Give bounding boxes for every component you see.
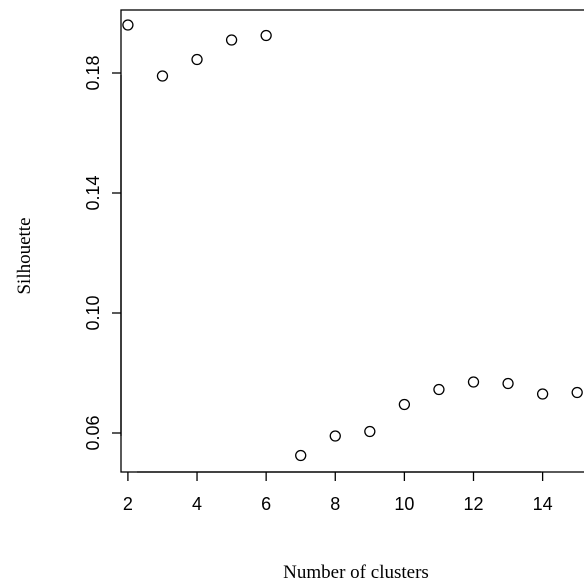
x-tick-label: 2 <box>123 494 133 514</box>
y-tick-label: 0.18 <box>83 55 103 90</box>
data-point <box>225 34 238 46</box>
data-point <box>191 53 203 66</box>
y-tick-label: 0.06 <box>83 415 103 450</box>
x-axis-title: Number of clusters <box>283 562 429 583</box>
data-point <box>502 377 514 390</box>
data-point <box>571 386 583 399</box>
data-points <box>122 19 583 462</box>
data-point <box>398 398 411 411</box>
data-point <box>467 376 480 388</box>
y-tick-label: 0.10 <box>83 295 103 330</box>
x-tick-label: 4 <box>192 494 202 514</box>
x-tick-label: 14 <box>533 494 553 514</box>
data-point <box>433 383 445 396</box>
x-tick-label: 12 <box>463 494 483 514</box>
x-tick-label: 6 <box>261 494 271 514</box>
y-tick-label: 0.14 <box>83 175 103 210</box>
data-point <box>156 70 169 82</box>
data-point <box>536 388 549 400</box>
data-point <box>364 425 376 438</box>
data-point <box>295 449 307 462</box>
x-tick-label: 8 <box>330 494 340 514</box>
y-axis-ticks: 0.06 0.10 0.14 0.18 <box>83 55 121 451</box>
x-tick-label: 10 <box>394 494 414 514</box>
data-point <box>329 430 341 442</box>
data-point <box>122 19 134 31</box>
x-axis-ticks: 2 4 6 8 10 12 14 <box>123 472 553 514</box>
data-point <box>260 29 272 42</box>
plot-frame <box>120 9 584 473</box>
y-axis-title: Silhouette <box>14 217 35 294</box>
